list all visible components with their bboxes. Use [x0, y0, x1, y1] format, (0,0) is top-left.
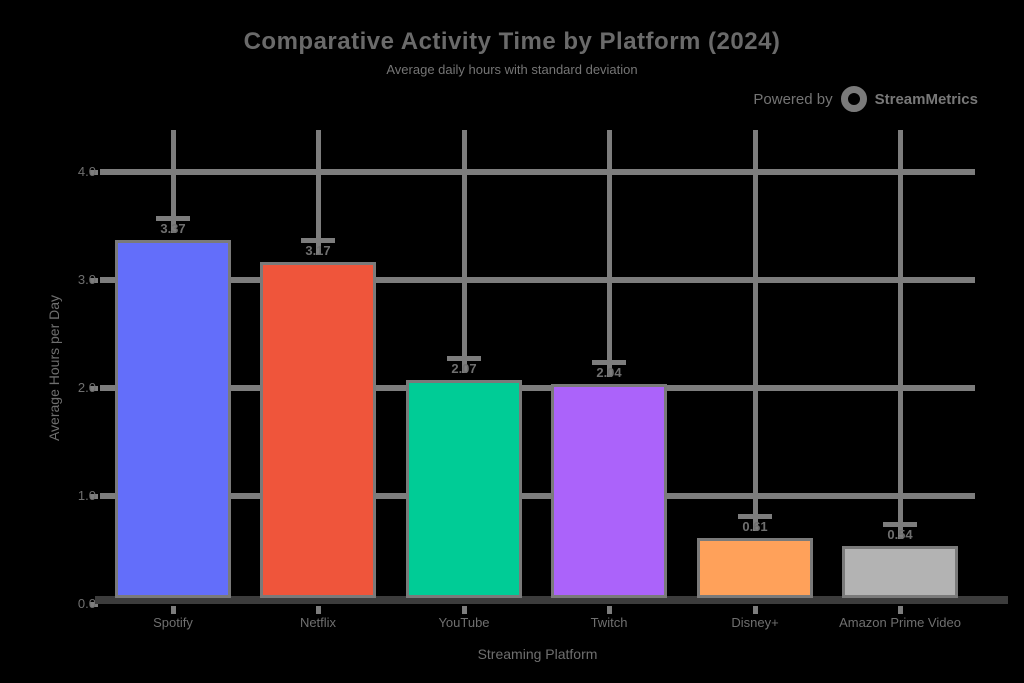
x-tick-mark [753, 606, 758, 614]
chart-subtitle: Average daily hours with standard deviat… [386, 62, 638, 77]
credit-prefix: Powered by [753, 90, 833, 108]
y-tick-label: 3.0 [77, 272, 96, 287]
bar-value-label: 3.17 [305, 243, 331, 258]
y-tick-mark [90, 494, 98, 499]
bar-value-label: 2.07 [451, 361, 477, 376]
y-axis-title: Average Hours per Day [46, 294, 62, 442]
error-cap [301, 238, 335, 243]
error-whisker [171, 130, 176, 233]
error-whisker [753, 130, 758, 531]
x-tick-label: YouTube [438, 615, 490, 630]
error-cap [592, 360, 626, 365]
y-tick-mark [90, 602, 98, 607]
x-tick-label: Disney+ [731, 615, 779, 630]
x-tick-mark [607, 606, 612, 614]
error-cap [883, 522, 917, 527]
bar[interactable] [551, 384, 667, 598]
credit-badge[interactable]: Powered by StreamMetrics [753, 84, 978, 114]
y-tick-label: 1.0 [77, 488, 96, 503]
bar-value-label: 3.37 [160, 221, 186, 236]
credit-brand: StreamMetrics [874, 90, 978, 108]
x-tick-mark [462, 606, 467, 614]
bar[interactable] [115, 240, 231, 598]
y-tick-mark [90, 278, 98, 283]
error-cap [738, 514, 772, 519]
error-cap [447, 356, 481, 361]
y-tick-label: 2.0 [77, 380, 96, 395]
x-tick-label: Twitch [590, 615, 628, 630]
x-tick-label: Spotify [153, 615, 193, 630]
y-tick-label: 4.0 [77, 164, 96, 179]
error-whisker [462, 130, 467, 373]
bar[interactable] [842, 546, 958, 598]
y-tick-label: 0.0 [77, 596, 96, 611]
ring-logo-icon [840, 86, 867, 112]
bar-value-label: 0.61 [742, 519, 768, 534]
bar-value-label: 2.04 [596, 365, 622, 380]
error-whisker [607, 130, 612, 377]
x-axis-line [95, 596, 1008, 604]
x-tick-label: Netflix [299, 615, 337, 630]
y-tick-mark [90, 386, 98, 391]
chart-title: Comparative Activity Time by Platform (2… [243, 28, 781, 55]
x-tick-label: Amazon Prime Video [839, 615, 961, 630]
error-whisker [898, 130, 903, 539]
error-whisker [316, 130, 321, 255]
y-tick-mark [90, 170, 98, 175]
h-gridline [100, 385, 975, 391]
h-gridline [100, 277, 975, 283]
bar[interactable] [697, 538, 813, 598]
x-tick-mark [898, 606, 903, 614]
x-tick-mark [171, 606, 176, 614]
bar-value-label: 0.54 [887, 527, 913, 542]
x-tick-mark [316, 606, 321, 614]
error-cap [156, 216, 190, 221]
bar[interactable] [406, 380, 522, 598]
h-gridline [100, 169, 975, 175]
bar[interactable] [260, 262, 376, 598]
x-axis-title: Streaming Platform [477, 646, 598, 662]
h-gridline [100, 493, 975, 499]
